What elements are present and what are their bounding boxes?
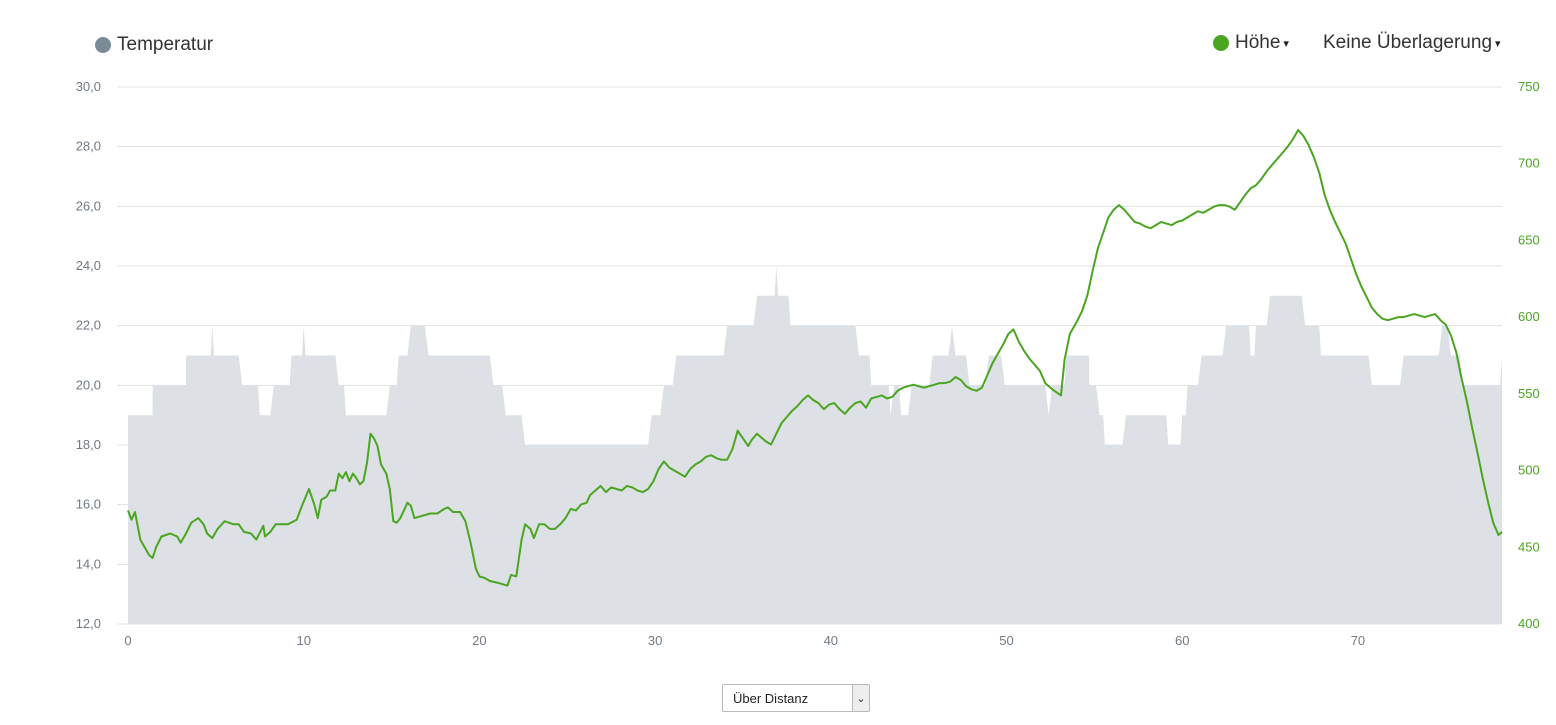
right-y-tick-label: 450 bbox=[1518, 539, 1540, 554]
legend-elevation[interactable]: Höhe ▾ bbox=[1213, 32, 1289, 54]
left-y-tick-label: 20,0 bbox=[76, 377, 101, 392]
x-tick-label: 10 bbox=[296, 633, 310, 648]
overlay-dropdown[interactable]: Keine Überlagerung ▾ bbox=[1323, 32, 1501, 54]
x-tick-label: 70 bbox=[1351, 633, 1365, 648]
left-y-tick-label: 28,0 bbox=[76, 139, 101, 154]
elevation-legend-dot bbox=[1213, 35, 1229, 51]
elevation-line bbox=[127, 129, 1503, 587]
left-y-tick-label: 14,0 bbox=[76, 556, 101, 571]
x-tick-label: 0 bbox=[124, 633, 131, 648]
right-y-axis-ticks: 400 450 500 550 600 650 700 750 bbox=[1518, 79, 1540, 631]
left-y-axis-ticks: 12,0 14,0 16,0 18,0 20,0 22,0 24,0 26,0 28,0 30,0 bbox=[76, 79, 101, 631]
distance-mode-value: Über Distanz bbox=[733, 690, 809, 706]
right-y-tick-label: 400 bbox=[1518, 616, 1540, 631]
x-tick-label: 30 bbox=[648, 633, 662, 648]
left-y-tick-label: 12,0 bbox=[76, 616, 101, 631]
chevron-down-icon: ▾ bbox=[1283, 37, 1289, 50]
left-y-tick-label: 18,0 bbox=[76, 437, 101, 452]
x-tick-label: 60 bbox=[1175, 633, 1189, 648]
right-y-tick-label: 700 bbox=[1518, 156, 1540, 171]
left-y-tick-label: 30,0 bbox=[76, 79, 101, 94]
chevron-down-icon[interactable]: ⌄ bbox=[852, 685, 869, 711]
left-y-tick-label: 24,0 bbox=[76, 258, 101, 273]
distance-mode-select[interactable]: Über Distanz ⌄ bbox=[722, 684, 870, 712]
right-y-tick-label: 500 bbox=[1518, 463, 1540, 478]
x-axis-ticks: 0 10 20 30 40 50 60 70 bbox=[124, 633, 1365, 648]
chevron-down-icon: ▾ bbox=[1495, 37, 1501, 50]
left-y-tick-label: 16,0 bbox=[76, 497, 101, 512]
left-y-tick-label: 26,0 bbox=[76, 198, 101, 213]
right-y-tick-label: 600 bbox=[1518, 309, 1540, 324]
temperature-legend-dot bbox=[95, 37, 111, 53]
temperature-legend-label: Temperatur bbox=[117, 34, 214, 55]
legend-temperature[interactable]: Temperatur bbox=[95, 34, 213, 56]
right-y-tick-label: 650 bbox=[1518, 232, 1540, 247]
x-tick-label: 50 bbox=[999, 633, 1013, 648]
right-y-tick-label: 750 bbox=[1518, 79, 1540, 94]
elevation-legend-label: Höhe bbox=[1235, 32, 1281, 53]
overlay-label: Keine Überlagerung bbox=[1323, 32, 1493, 53]
temperature-area bbox=[128, 266, 1502, 624]
x-tick-label: 20 bbox=[472, 633, 486, 648]
left-y-tick-label: 22,0 bbox=[76, 318, 101, 333]
right-y-tick-label: 550 bbox=[1518, 386, 1540, 401]
x-tick-label: 40 bbox=[824, 633, 838, 648]
